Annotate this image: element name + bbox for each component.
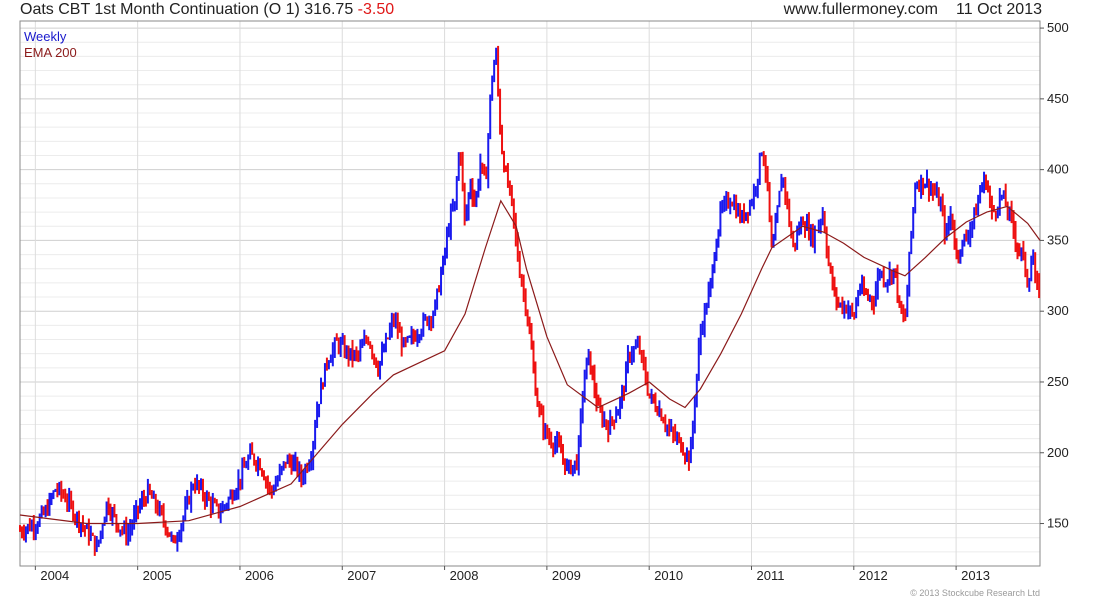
chart-source: www.fullermoney.com 11 Oct 2013	[784, 1, 1042, 19]
x-tick-label: 2013	[961, 568, 990, 583]
y-tick-label: 300	[1047, 303, 1069, 318]
legend-ema: EMA 200	[24, 45, 77, 60]
x-tick-label: 2006	[245, 568, 274, 583]
website-link[interactable]: www.fullermoney.com	[783, 1, 939, 18]
grid-lines	[20, 21, 1040, 566]
plot-frame	[19, 20, 1041, 567]
price-bars	[19, 45, 1041, 556]
x-tick-label: 2008	[450, 568, 479, 583]
instrument-name: Oats CBT 1st Month Continuation (O 1)	[20, 1, 300, 18]
legend-weekly: Weekly	[24, 29, 67, 44]
price-change: -3.50	[357, 1, 395, 18]
y-tick-label: 500	[1047, 20, 1069, 35]
x-tick-label: 2009	[552, 568, 581, 583]
y-tick-label: 250	[1047, 374, 1069, 389]
x-tick-label: 2004	[40, 568, 69, 583]
y-tick-label: 150	[1047, 516, 1069, 531]
y-tick-label: 200	[1047, 445, 1069, 460]
chart-title: Oats CBT 1st Month Continuation (O 1) 31…	[20, 1, 394, 19]
last-price: 316.75	[304, 1, 354, 18]
y-tick-label: 350	[1047, 232, 1069, 247]
copyright-notice: © 2013 Stockcube Research Ltd	[910, 588, 1040, 598]
x-tick-label: 2012	[859, 568, 888, 583]
y-tick-label: 400	[1047, 162, 1069, 177]
x-tick-label: 2011	[756, 568, 784, 583]
x-tick-label: 2007	[347, 568, 376, 583]
ema-line	[19, 199, 1041, 525]
x-tick-label: 2005	[143, 568, 172, 583]
chart-date: 11 Oct 2013	[956, 1, 1042, 18]
x-tick-label: 2010	[654, 568, 683, 583]
y-tick-label: 450	[1047, 91, 1069, 106]
